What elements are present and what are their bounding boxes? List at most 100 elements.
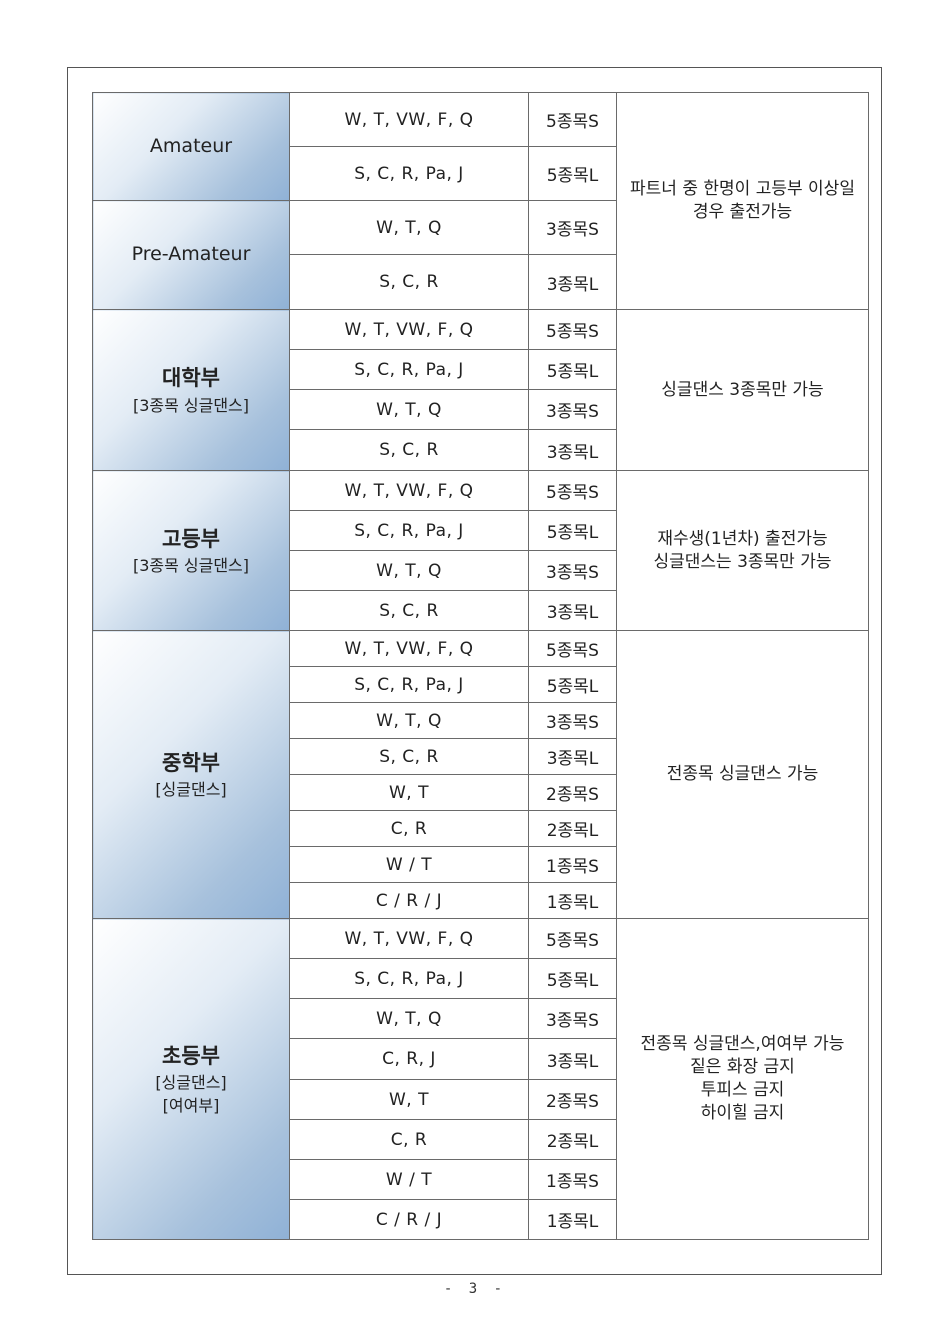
table-row: S, C, R, Pa, J 5종목L: [93, 958, 869, 999]
table-row: S, C, R, Pa, J 5종목L: [93, 146, 869, 201]
note-line: 짙은 화장 금지: [690, 1057, 795, 1078]
division-sub: [여여부]: [162, 1096, 220, 1116]
dances-cell: C / R / J: [289, 1199, 529, 1240]
page-number: - 3 -: [443, 1281, 507, 1297]
note-line: 싱글댄스는 3종목만 가능: [653, 551, 832, 572]
table-row: W, T, Q 3종목S: [93, 550, 869, 591]
dances-cell: S, C, R, Pa, J: [289, 146, 529, 201]
event-count-cell: 5종목S: [528, 630, 617, 667]
event-count-cell: 3종목L: [528, 429, 617, 471]
table-row: 대학부 [3종목 싱글댄스] W, T, VW, F, Q 5종목S 싱글댄스 …: [92, 309, 869, 471]
division-name: Amateur: [149, 134, 233, 157]
division-cell-middle-school: 중학부 [싱글댄스]: [92, 630, 290, 919]
dances-cell: C, R: [289, 1119, 529, 1160]
event-count-cell: 5종목S: [528, 918, 617, 959]
note-cell-university: 싱글댄스 3종목만 가능: [616, 309, 869, 471]
division-sub: [3종목 싱글댄스]: [132, 395, 250, 415]
note-line: 싱글댄스 3종목만 가능: [661, 379, 824, 400]
dances-cell: W, T, Q: [289, 550, 529, 591]
event-count-cell: 3종목S: [528, 702, 617, 739]
dances-cell: C, R, J: [289, 1038, 529, 1080]
event-table: Amateur W, T, VW, F, Q 5종목S 파트너 중 한명이 고등…: [92, 92, 869, 1240]
event-count-cell: 2종목L: [528, 810, 617, 847]
dances-cell: W, T: [289, 774, 529, 811]
table-row: W, T 2종목S: [93, 774, 869, 811]
note-line: 재수생(1년차) 출전가능: [657, 528, 828, 549]
table-row: S, C, R 3종목L: [93, 429, 869, 471]
event-count-cell: 5종목L: [528, 146, 617, 201]
dances-cell: W, T, Q: [289, 389, 529, 430]
division-name: 대학부: [162, 366, 220, 391]
note-cell-middle-school: 전종목 싱글댄스 가능: [616, 630, 869, 919]
table-row: S, C, R 3종목L: [93, 254, 869, 310]
division-name: 중학부: [162, 750, 220, 775]
event-count-cell: 5종목S: [528, 92, 617, 147]
dances-cell: S, C, R: [289, 429, 529, 471]
event-count-cell: 3종목L: [528, 738, 617, 775]
table-row: S, C, R 3종목L: [93, 590, 869, 631]
event-count-cell: 5종목S: [528, 309, 617, 350]
table-row: 초등부 [싱글댄스] [여여부] W, T, VW, F, Q 5종목S 전종목…: [92, 918, 869, 1240]
dances-cell: W, T, VW, F, Q: [289, 630, 529, 667]
note-cell-amateur: 파트너 중 한명이 고등부 이상일 경우 출전가능: [616, 92, 869, 310]
table-row: S, C, R, Pa, J 5종목L: [93, 510, 869, 551]
dances-cell: W, T, VW, F, Q: [289, 92, 529, 147]
table-row: W, T, Q 3종목S: [93, 702, 869, 739]
event-count-cell: 3종목S: [528, 389, 617, 430]
table-row: W, T, Q 3종목S: [93, 389, 869, 430]
division-name: Pre-Amateur: [131, 243, 251, 266]
table-row: W, T, Q 3종목S: [93, 998, 869, 1039]
table-row: C, R 2종목L: [93, 810, 869, 847]
note-cell-elementary: 전종목 싱글댄스,여여부 가능 짙은 화장 금지 투피스 금지 하이힐 금지: [616, 918, 869, 1240]
event-count-cell: 3종목S: [528, 998, 617, 1039]
event-count-cell: 3종목S: [528, 200, 617, 255]
division-cell-high-school: 고등부 [3종목 싱글댄스]: [92, 470, 290, 631]
table-row: Pre-Amateur W, T, Q 3종목S: [92, 200, 869, 310]
note-line: 전종목 싱글댄스,여여부 가능: [640, 1034, 845, 1055]
event-count-cell: 5종목L: [528, 510, 617, 551]
dances-cell: S, C, R, Pa, J: [289, 349, 529, 390]
event-count-cell: 2종목L: [528, 1119, 617, 1160]
division-cell-university: 대학부 [3종목 싱글댄스]: [92, 309, 290, 471]
table-row: W / T 1종목S: [93, 1159, 869, 1200]
division-name: 초등부: [162, 1043, 220, 1068]
note-line: 경우 출전가능: [692, 202, 793, 222]
dances-cell: W, T, VW, F, Q: [289, 470, 529, 511]
event-count-cell: 1종목L: [528, 1199, 617, 1240]
dances-cell: W, T, Q: [289, 200, 529, 255]
table-row: C / R / J 1종목L: [93, 1199, 869, 1240]
note-line: 파트너 중 한명이 고등부 이상일: [630, 179, 855, 200]
note-line: 전종목 싱글댄스 가능: [666, 764, 819, 785]
division-sub: [싱글댄스]: [155, 1073, 227, 1093]
dances-cell: W / T: [289, 1159, 529, 1200]
dances-cell: W, T, VW, F, Q: [289, 309, 529, 350]
division-cell-pre-amateur: Pre-Amateur: [92, 200, 290, 310]
dances-cell: W, T, VW, F, Q: [289, 918, 529, 959]
page-frame: [67, 67, 882, 1275]
table-row: Amateur W, T, VW, F, Q 5종목S 파트너 중 한명이 고등…: [92, 92, 869, 310]
dances-cell: S, C, R: [289, 254, 529, 310]
dances-cell: W, T: [289, 1079, 529, 1120]
note-line: 하이힐 금지: [700, 1102, 785, 1123]
event-count-cell: 1종목L: [528, 882, 617, 919]
event-count-cell: 3종목L: [528, 1038, 617, 1080]
dances-cell: C / R / J: [289, 882, 529, 919]
division-name: 고등부: [162, 526, 220, 551]
dances-cell: W / T: [289, 846, 529, 883]
division-sub: [싱글댄스]: [155, 780, 227, 800]
dances-cell: S, C, R: [289, 590, 529, 631]
event-count-cell: 2종목S: [528, 774, 617, 811]
division-sub: [3종목 싱글댄스]: [132, 556, 250, 576]
division-cell-elementary: 초등부 [싱글댄스] [여여부]: [92, 918, 290, 1240]
event-count-cell: 5종목L: [528, 349, 617, 390]
dances-cell: C, R: [289, 810, 529, 847]
table-row: S, C, R 3종목L: [93, 738, 869, 775]
event-count-cell: 2종목S: [528, 1079, 617, 1120]
table-row: W / T 1종목S: [93, 846, 869, 883]
dances-cell: S, C, R: [289, 738, 529, 775]
event-count-cell: 1종목S: [528, 846, 617, 883]
dances-cell: S, C, R, Pa, J: [289, 958, 529, 999]
dances-cell: S, C, R, Pa, J: [289, 666, 529, 703]
event-count-cell: 5종목L: [528, 958, 617, 999]
event-count-cell: 3종목S: [528, 550, 617, 591]
